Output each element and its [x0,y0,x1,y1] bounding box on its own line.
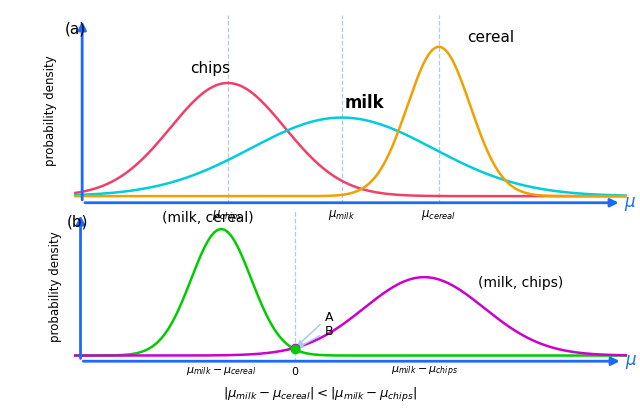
Text: (a): (a) [65,21,86,36]
Text: $\mu_{milk} - \mu_{chips}$: $\mu_{milk} - \mu_{chips}$ [391,364,458,378]
Text: A: A [298,310,333,345]
Text: milk: milk [345,94,385,112]
Text: $\mu_{milk} - \mu_{cereal}$: $\mu_{milk} - \mu_{cereal}$ [186,364,257,376]
Text: probability density: probability density [49,231,61,342]
Text: (b): (b) [67,214,88,229]
Text: (milk, chips): (milk, chips) [479,275,564,289]
Text: $|\mu_{milk} - \mu_{cereal}| < |\mu_{milk} - \mu_{chips}|$: $|\mu_{milk} - \mu_{cereal}| < |\mu_{mil… [223,385,417,403]
Text: $0$: $0$ [291,364,299,376]
Text: $\mu_{cereal}$: $\mu_{cereal}$ [421,208,456,222]
Text: $\mu_{milk}$: $\mu_{milk}$ [328,208,355,222]
Text: cereal: cereal [467,29,514,45]
Text: chips: chips [191,61,230,76]
Text: B: B [299,324,333,347]
Text: $\mu$: $\mu$ [625,194,636,212]
Text: probability density: probability density [44,55,57,166]
Text: $\mu_{chips}$: $\mu_{chips}$ [212,208,243,222]
Text: $\mu$: $\mu$ [625,353,637,370]
Text: (milk, cereal): (milk, cereal) [161,211,253,225]
